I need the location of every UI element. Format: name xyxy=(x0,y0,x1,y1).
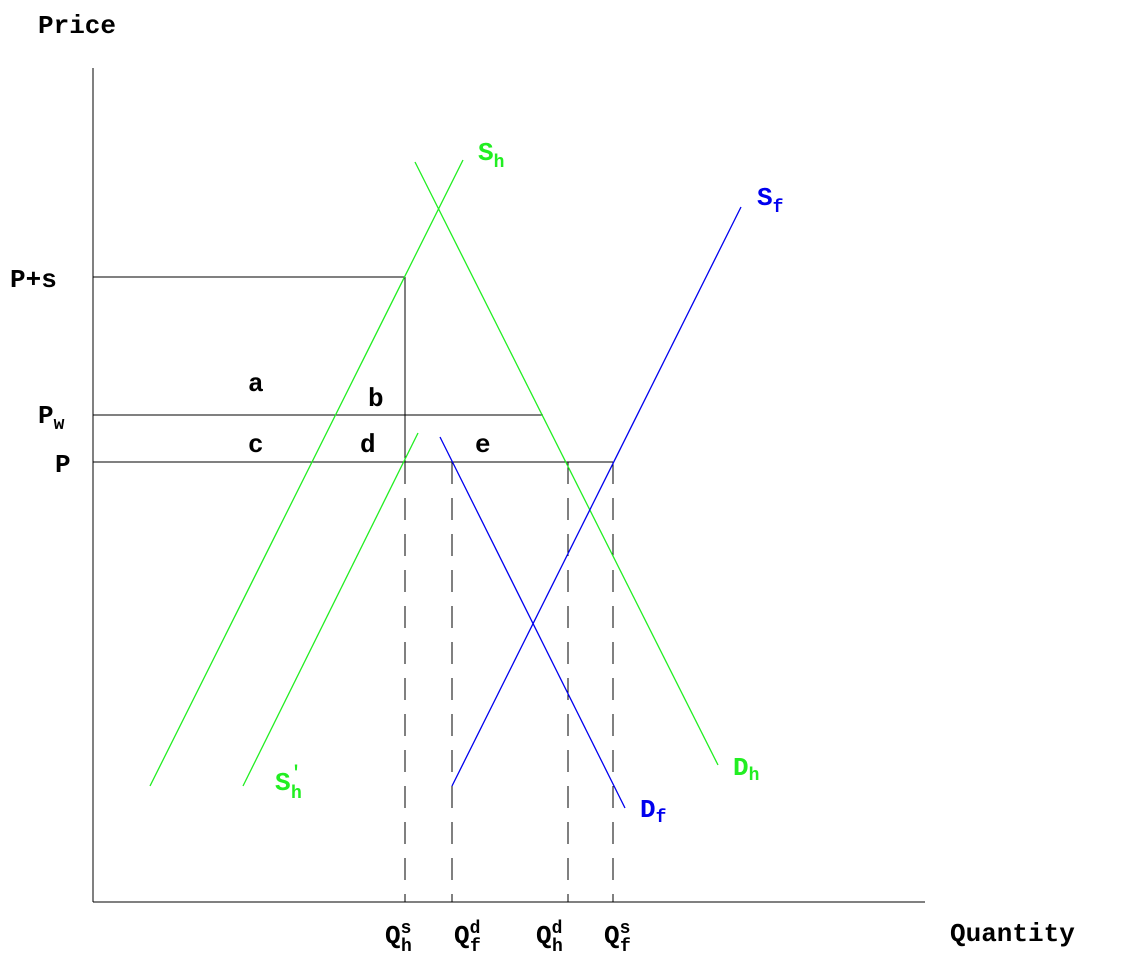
subscript: f xyxy=(773,198,784,218)
subscript: f xyxy=(656,808,667,828)
price-label: P xyxy=(55,450,71,480)
quantity-label: Qd h xyxy=(536,919,563,957)
label: Q xyxy=(604,921,620,951)
label: D xyxy=(733,753,749,783)
supply-curve xyxy=(242,432,419,787)
curve-label: S' h xyxy=(275,764,302,804)
area-label: b xyxy=(368,384,384,414)
subscript: f xyxy=(620,937,631,957)
quantity-label: Qs h xyxy=(385,919,412,957)
quantity-label: Qd f xyxy=(454,919,481,957)
subscript: h xyxy=(401,937,412,957)
label: S xyxy=(478,138,494,168)
price-label: Pw xyxy=(38,401,65,435)
area-label: c xyxy=(248,430,264,460)
subscript: h xyxy=(552,937,563,957)
superscript: d xyxy=(470,919,481,939)
label: D xyxy=(640,795,656,825)
subscript: w xyxy=(54,415,65,435)
superscript: ' xyxy=(291,764,302,784)
curve-label: Df xyxy=(640,795,666,828)
demand-curve xyxy=(414,161,719,766)
superscript: s xyxy=(620,919,631,939)
curve-label: Dh xyxy=(733,753,759,786)
label: S xyxy=(757,183,773,213)
curve-label: Sh xyxy=(478,138,504,173)
label: Q xyxy=(385,921,401,951)
superscript: s xyxy=(401,919,412,939)
subscript: h xyxy=(494,153,505,173)
supply-curve xyxy=(149,159,464,787)
subscript: h xyxy=(291,784,302,804)
price-label: P+s xyxy=(10,265,57,295)
area-label: a xyxy=(248,369,264,399)
subscript: h xyxy=(749,766,760,786)
area-label: e xyxy=(475,430,491,460)
label: Q xyxy=(536,921,552,951)
superscript: d xyxy=(552,919,563,939)
label: S xyxy=(275,768,291,798)
label: Q xyxy=(454,921,470,951)
axis-label: Price xyxy=(38,11,116,41)
quantity-label: Qs f xyxy=(604,919,631,957)
curve-label: Sf xyxy=(757,183,783,218)
area-label: d xyxy=(360,430,376,460)
supply-curve xyxy=(451,206,742,787)
subscript: f xyxy=(470,937,481,957)
label: P xyxy=(38,401,54,431)
demand-curve xyxy=(439,436,626,809)
axis-label: Quantity xyxy=(950,919,1075,949)
